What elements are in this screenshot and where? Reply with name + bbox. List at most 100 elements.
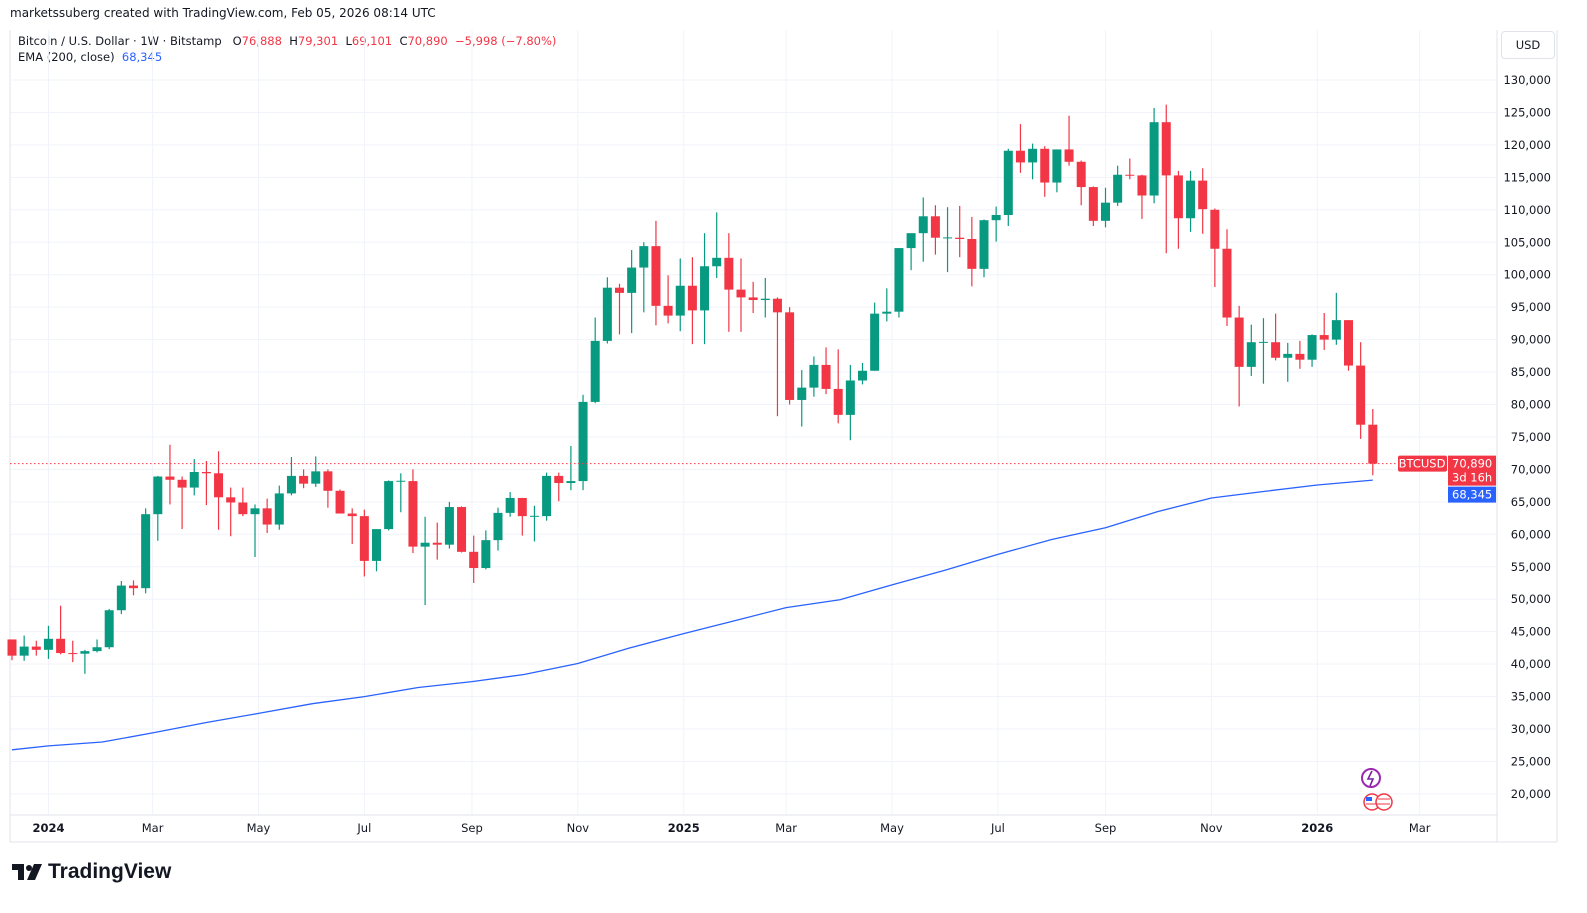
candle[interactable] xyxy=(651,220,661,326)
price-axis[interactable]: 20,000 25,000 30,000 35,000 40,000 45,000 50,0… xyxy=(1503,73,1551,801)
candle[interactable] xyxy=(748,281,758,313)
candle[interactable] xyxy=(1149,107,1159,204)
candle[interactable] xyxy=(1344,320,1353,371)
tradingview-logo[interactable]: TradingView xyxy=(12,860,171,884)
candle[interactable] xyxy=(335,489,345,514)
candle[interactable] xyxy=(894,248,904,318)
candle[interactable] xyxy=(189,459,199,496)
candle[interactable] xyxy=(663,275,673,324)
candle[interactable] xyxy=(1161,104,1171,254)
candle[interactable] xyxy=(858,362,867,385)
indicator-name[interactable]: EMA (200, close) xyxy=(18,50,115,64)
candle[interactable] xyxy=(457,506,467,553)
sparkle-icon[interactable] xyxy=(1361,768,1381,788)
candle[interactable] xyxy=(833,349,843,424)
us-flag-icon[interactable] xyxy=(1363,793,1393,811)
candle[interactable] xyxy=(991,206,1001,242)
candle[interactable] xyxy=(1246,324,1256,376)
candle[interactable] xyxy=(1258,318,1268,384)
candle[interactable] xyxy=(1368,409,1378,476)
candle[interactable] xyxy=(493,507,503,551)
candle[interactable] xyxy=(201,460,211,506)
candle[interactable] xyxy=(43,625,53,659)
candle[interactable] xyxy=(262,498,272,534)
candle[interactable] xyxy=(1064,115,1074,166)
candle[interactable] xyxy=(444,501,454,549)
candle[interactable] xyxy=(80,649,90,674)
candle[interactable] xyxy=(639,242,649,313)
candle[interactable] xyxy=(432,522,442,560)
candle[interactable] xyxy=(590,317,600,404)
candle[interactable] xyxy=(918,197,928,262)
candle[interactable] xyxy=(724,233,734,332)
candle[interactable] xyxy=(1101,187,1110,228)
candle[interactable] xyxy=(578,394,588,491)
candle[interactable] xyxy=(31,640,41,656)
candle[interactable] xyxy=(760,277,770,318)
candle[interactable] xyxy=(1076,160,1086,206)
candle[interactable] xyxy=(615,283,624,335)
candle[interactable] xyxy=(1040,146,1050,197)
candle[interactable] xyxy=(19,635,29,661)
candle[interactable] xyxy=(311,456,321,487)
candle[interactable] xyxy=(359,509,369,577)
candle[interactable] xyxy=(687,257,697,345)
candle[interactable] xyxy=(1113,165,1123,206)
candle[interactable] xyxy=(323,469,333,508)
candle[interactable] xyxy=(955,205,965,258)
candle[interactable] xyxy=(1283,342,1293,382)
candle[interactable] xyxy=(299,469,309,489)
candle[interactable] xyxy=(1234,305,1244,407)
candle[interactable] xyxy=(1356,342,1366,439)
candle[interactable] xyxy=(286,457,296,496)
candle[interactable] xyxy=(1088,186,1098,227)
candle[interactable] xyxy=(1125,158,1135,180)
candle[interactable] xyxy=(979,219,989,278)
candle[interactable] xyxy=(1003,148,1013,227)
candle[interactable] xyxy=(141,508,151,594)
candle[interactable] xyxy=(906,233,916,271)
candle[interactable] xyxy=(529,505,539,542)
candle[interactable] xyxy=(602,277,612,344)
candle[interactable] xyxy=(1015,124,1025,173)
candle[interactable] xyxy=(627,250,637,334)
candle[interactable] xyxy=(116,581,126,615)
candle[interactable] xyxy=(250,504,260,558)
candle[interactable] xyxy=(505,492,515,517)
candle[interactable] xyxy=(1052,149,1062,193)
candle[interactable] xyxy=(420,516,430,606)
candle[interactable] xyxy=(785,307,795,405)
candle[interactable] xyxy=(1210,208,1220,288)
candle[interactable] xyxy=(554,472,564,502)
candle[interactable] xyxy=(542,472,552,521)
candle[interactable] xyxy=(347,508,357,545)
candle[interactable] xyxy=(1222,229,1232,326)
candle[interactable] xyxy=(809,356,819,397)
candle[interactable] xyxy=(274,485,284,530)
candle[interactable] xyxy=(712,212,722,278)
candle[interactable] xyxy=(700,233,710,345)
candle[interactable] xyxy=(967,216,977,287)
candle[interactable] xyxy=(1173,170,1183,249)
candle[interactable] xyxy=(129,580,138,596)
candle[interactable] xyxy=(675,258,685,332)
symbol-name[interactable]: Bitcoin / U.S. Dollar · 1W · Bitstamp xyxy=(18,34,222,48)
candle[interactable] xyxy=(481,530,491,570)
candle[interactable] xyxy=(736,258,746,332)
candle[interactable] xyxy=(1137,174,1147,219)
candle[interactable] xyxy=(870,302,880,371)
candle[interactable] xyxy=(1307,334,1317,367)
candle[interactable] xyxy=(517,497,527,536)
candle[interactable] xyxy=(153,475,163,541)
time-axis[interactable]: 2024 Mar May Jul Sep Nov 2025 Mar May Jul Sep Nov 20… xyxy=(32,821,1430,835)
candle[interactable] xyxy=(1271,313,1281,361)
candle[interactable] xyxy=(408,469,418,554)
candle[interactable] xyxy=(821,347,831,395)
candle[interactable] xyxy=(68,640,78,663)
candle[interactable] xyxy=(882,288,892,322)
candle[interactable] xyxy=(930,205,940,255)
candle[interactable] xyxy=(1186,170,1196,232)
candle[interactable] xyxy=(56,605,66,655)
candle[interactable] xyxy=(1319,312,1329,350)
